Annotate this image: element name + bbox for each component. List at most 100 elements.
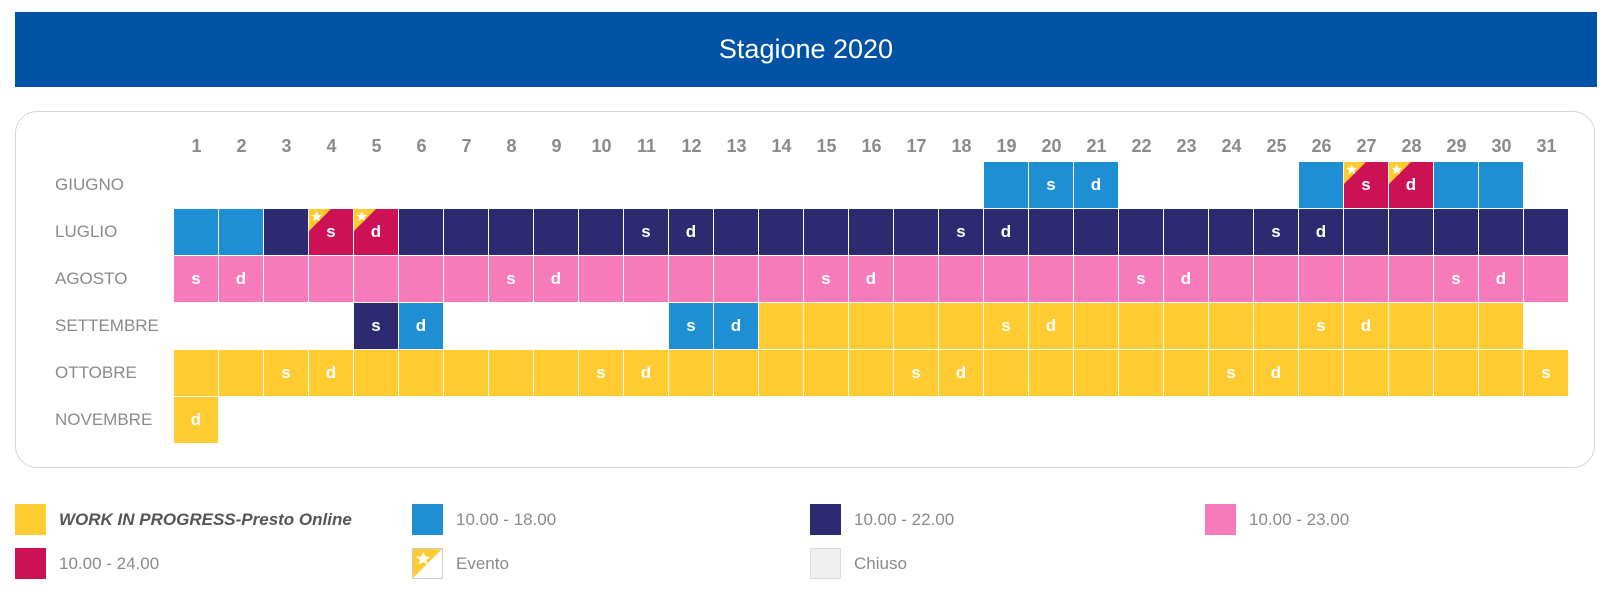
day-cell: s <box>489 256 533 302</box>
season-title: Stagione 2020 <box>15 12 1597 87</box>
day-cell <box>1254 256 1298 302</box>
day-cell <box>264 209 308 255</box>
day-cell: s <box>264 350 308 396</box>
legend-label: 10.00 - 24.00 <box>59 554 160 573</box>
day-cell: d <box>1479 256 1523 302</box>
day-cell <box>1209 209 1253 255</box>
day-cell <box>534 209 578 255</box>
day-cell: s <box>669 303 713 349</box>
day-header: 7 <box>461 136 472 156</box>
legend-label: 10.00 - 23.00 <box>1249 510 1350 529</box>
month-label: SETTEMBRE <box>55 316 159 335</box>
day-cell <box>399 209 443 255</box>
month-label: OTTOBRE <box>55 363 137 382</box>
day-cell <box>1029 209 1073 255</box>
day-cell: d <box>939 350 983 396</box>
day-cell <box>714 350 758 396</box>
day-cell: s <box>1209 350 1253 396</box>
day-cell <box>399 350 443 396</box>
day-cell <box>1164 303 1208 349</box>
day-header: 27 <box>1356 136 1377 156</box>
day-cell: d <box>849 256 893 302</box>
day-header: 30 <box>1491 136 1512 156</box>
day-cell: s <box>579 350 623 396</box>
day-cell <box>714 209 758 255</box>
day-cell <box>1479 209 1523 255</box>
day-header: 16 <box>861 136 882 156</box>
day-cell: d <box>354 209 398 255</box>
day-header: 5 <box>371 136 382 156</box>
day-cell: s <box>1434 256 1478 302</box>
day-cell: d <box>669 209 713 255</box>
day-header: 13 <box>726 136 747 156</box>
legend-swatch <box>15 548 46 579</box>
day-cell: d <box>984 209 1028 255</box>
day-cell <box>1479 350 1523 396</box>
day-cell <box>984 350 1028 396</box>
day-header: 4 <box>326 136 337 156</box>
day-cell <box>759 303 803 349</box>
day-header: 9 <box>551 136 562 156</box>
day-header: 28 <box>1401 136 1422 156</box>
legend-label: 10.00 - 18.00 <box>456 510 557 529</box>
day-cell: d <box>1389 162 1433 208</box>
day-cell <box>714 256 758 302</box>
day-header: 26 <box>1311 136 1332 156</box>
legend-swatch <box>412 504 443 535</box>
legend-swatch <box>15 504 46 535</box>
day-cell <box>1209 303 1253 349</box>
day-header: 1 <box>191 136 202 156</box>
day-cell: s <box>1254 209 1298 255</box>
legend-swatch <box>810 548 841 579</box>
day-cell <box>669 350 713 396</box>
day-cell <box>1344 256 1388 302</box>
day-cell <box>984 256 1028 302</box>
day-header: 3 <box>281 136 292 156</box>
calendar-card <box>15 111 1595 468</box>
day-cell <box>1299 350 1343 396</box>
day-cell <box>219 350 263 396</box>
day-header: 10 <box>591 136 612 156</box>
day-cell <box>849 350 893 396</box>
day-cell <box>1389 209 1433 255</box>
day-cell <box>1389 350 1433 396</box>
day-header: 23 <box>1176 136 1197 156</box>
day-cell <box>1119 303 1163 349</box>
day-header: 19 <box>996 136 1017 156</box>
day-cell <box>1164 209 1208 255</box>
month-label: AGOSTO <box>55 269 128 288</box>
day-cell <box>1434 162 1478 208</box>
day-cell <box>1344 350 1388 396</box>
day-cell <box>1524 209 1568 255</box>
day-cell <box>804 350 848 396</box>
day-cell: d <box>1074 162 1118 208</box>
day-cell: d <box>399 303 443 349</box>
day-cell: s <box>1119 256 1163 302</box>
day-cell <box>939 303 983 349</box>
day-cell <box>354 350 398 396</box>
day-cell: d <box>1164 256 1208 302</box>
day-cell <box>1389 256 1433 302</box>
day-cell <box>894 209 938 255</box>
day-cell: s <box>1344 162 1388 208</box>
event-flag <box>354 209 376 231</box>
day-cell <box>1479 303 1523 349</box>
day-cell <box>624 256 668 302</box>
day-header: 6 <box>416 136 427 156</box>
day-header: 17 <box>906 136 927 156</box>
day-cell: s <box>1524 350 1568 396</box>
day-cell <box>1524 256 1568 302</box>
day-cell <box>804 209 848 255</box>
day-cell <box>1074 350 1118 396</box>
day-cell: d <box>219 256 263 302</box>
day-header: 31 <box>1536 136 1557 156</box>
day-cell <box>1479 162 1523 208</box>
legend-swatch <box>412 548 443 579</box>
day-header: 24 <box>1221 136 1242 156</box>
month-label: NOVEMBRE <box>55 410 153 429</box>
day-cell <box>804 303 848 349</box>
day-cell: d <box>309 350 353 396</box>
day-cell <box>849 209 893 255</box>
day-cell <box>1254 303 1298 349</box>
day-cell <box>1434 303 1478 349</box>
